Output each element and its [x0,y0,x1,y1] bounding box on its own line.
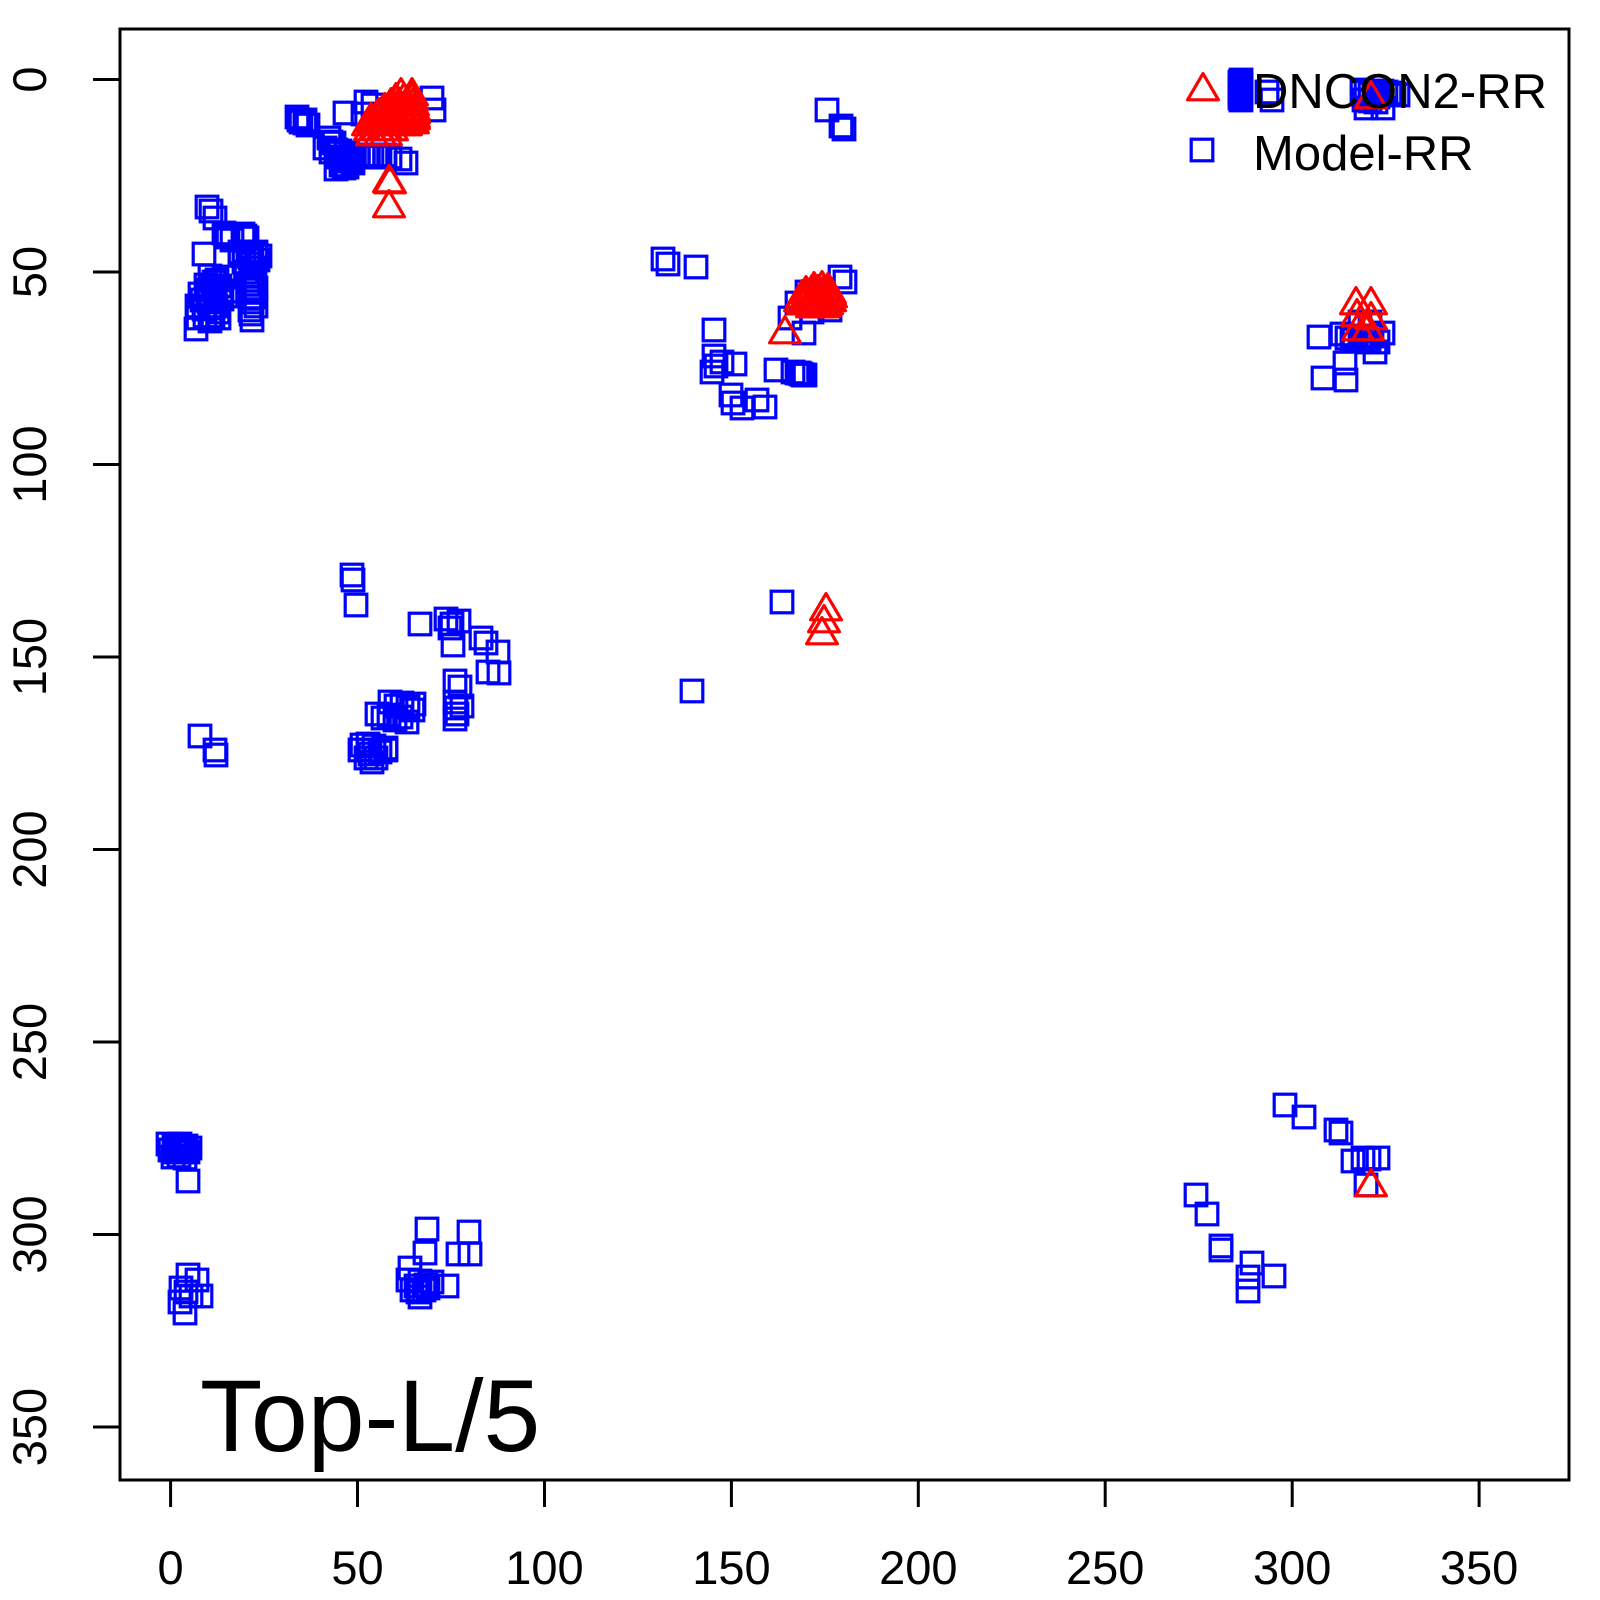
svg-text:0: 0 [158,1541,184,1594]
svg-text:150: 150 [692,1541,770,1594]
svg-text:100: 100 [505,1541,583,1594]
svg-text:200: 200 [3,810,56,888]
svg-text:350: 350 [1440,1541,1518,1594]
svg-text:150: 150 [3,618,56,696]
svg-text:250: 250 [1066,1541,1144,1594]
svg-text:200: 200 [879,1541,957,1594]
svg-text:DNCON2-RR: DNCON2-RR [1253,65,1547,119]
svg-text:300: 300 [3,1195,56,1273]
svg-text:0: 0 [3,66,56,92]
svg-text:Model-RR: Model-RR [1253,127,1474,181]
svg-text:50: 50 [3,246,56,298]
svg-text:250: 250 [3,1003,56,1081]
svg-text:350: 350 [3,1388,56,1466]
svg-text:100: 100 [3,425,56,503]
svg-text:50: 50 [331,1541,383,1594]
svg-text:Top-L/5: Top-L/5 [200,1359,540,1473]
svg-text:300: 300 [1253,1541,1331,1594]
